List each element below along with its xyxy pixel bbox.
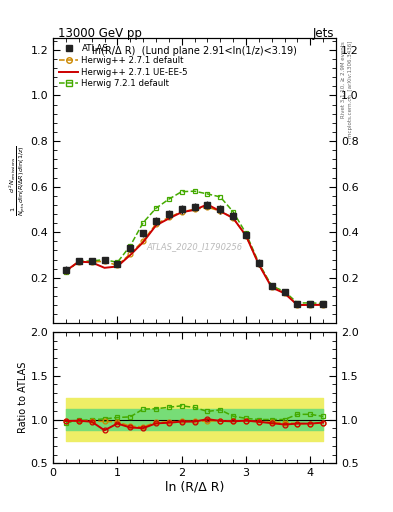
X-axis label: ln (R/Δ R): ln (R/Δ R) xyxy=(165,481,224,494)
Text: mcplots.cern.ch  [arXiv:1306.3436]: mcplots.cern.ch [arXiv:1306.3436] xyxy=(348,41,353,138)
Text: Rivet 3.1.10, ≥ 2.9M events: Rivet 3.1.10, ≥ 2.9M events xyxy=(341,41,346,118)
Y-axis label: Ratio to ATLAS: Ratio to ATLAS xyxy=(18,362,28,433)
Text: Jets: Jets xyxy=(312,27,334,39)
Text: ln(R/Δ R)  (Lund plane 2.91<ln(1/z)<3.19): ln(R/Δ R) (Lund plane 2.91<ln(1/z)<3.19) xyxy=(92,46,297,55)
Text: 13000 GeV pp: 13000 GeV pp xyxy=(58,27,142,39)
Legend: ATLAS, Herwig++ 2.7.1 default, Herwig++ 2.7.1 UE-EE-5, Herwig 7.2.1 default: ATLAS, Herwig++ 2.7.1 default, Herwig++ … xyxy=(57,42,190,90)
Y-axis label: $\frac{1}{N_{\rm jets}}\frac{d^2 N_{\rm emissions}}{d\ln(R/\Delta R)\,d\ln(1/z)}: $\frac{1}{N_{\rm jets}}\frac{d^2 N_{\rm … xyxy=(7,145,28,217)
Text: ATLAS_2020_I1790256: ATLAS_2020_I1790256 xyxy=(147,242,242,251)
